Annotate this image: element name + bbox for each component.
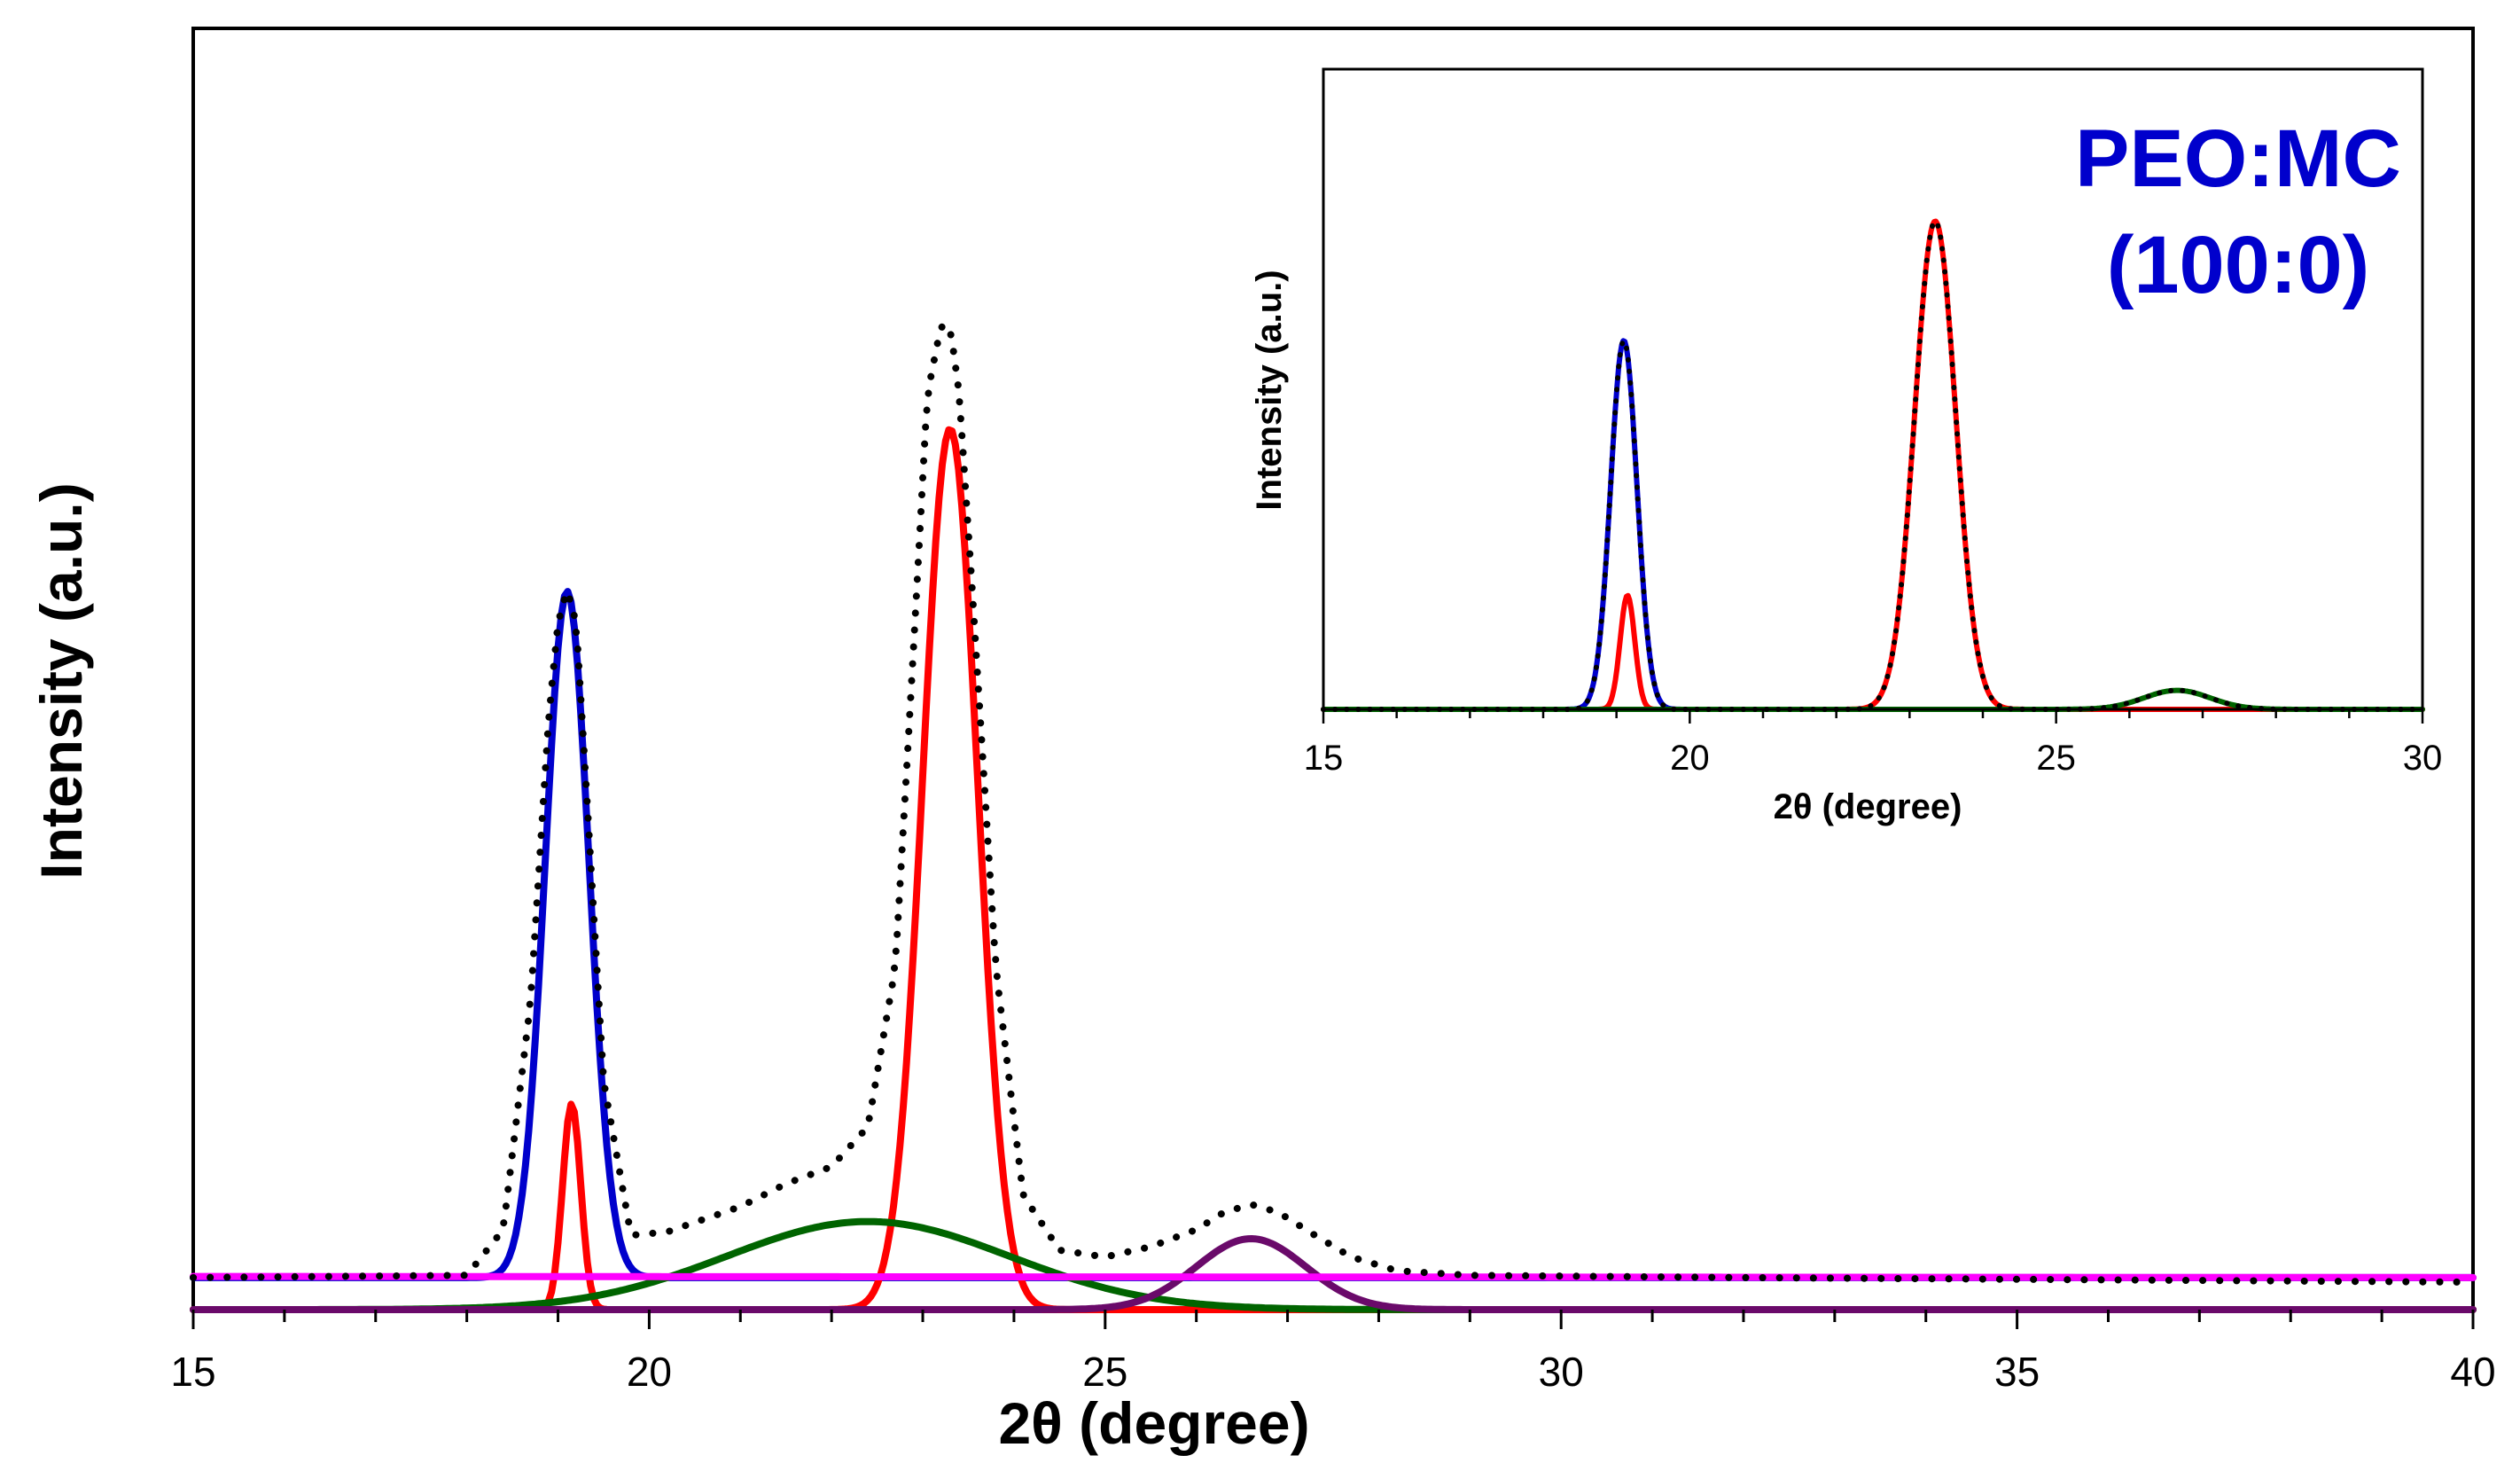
main-y-axis-title: Intensity (a.u.) [28,482,94,879]
main-x-tick-label: 40 [2450,1349,2495,1395]
inset-x-tick-label: 30 [2403,739,2443,778]
sample-label-line-2: (100:0) [2107,220,2370,310]
inset-plot-frame [1322,67,2424,711]
main-x-tick-label: 15 [170,1349,215,1395]
inset-y-axis-title: Intensity (a.u.) [1250,270,1289,510]
inset-background [1323,69,2422,709]
main-x-tick-label: 25 [1082,1349,1127,1395]
inset-x-ticks [1322,709,2424,724]
main-x-tick-label: 30 [1539,1349,1584,1395]
main-x-tick-label: 35 [1994,1349,2040,1395]
sample-label-line-1: PEO:MC [2075,113,2401,204]
main-plot: 15 20 25 30 35 40 2θ (degree) Intensity (a.u.… [28,27,2496,1456]
main-x-tick-label: 20 [627,1349,672,1395]
main-x-ticks [191,1310,2475,1329]
inset-x-axis-title: 2θ (degree) [1774,787,1962,826]
inset-plot: 15 20 25 30 2θ (degree) Intensity (a.u.) PE… [1250,67,2443,826]
main-series-6 [190,1272,2477,1281]
main-x-axis-title: 2θ (degree) [998,1390,1309,1456]
inset-x-tick-label: 25 [2036,739,2076,778]
inset-x-tick-label: 20 [1670,739,1710,778]
main-series-5 [190,1235,2477,1313]
inset-x-tick-label: 15 [1304,739,1344,778]
main-x-tick-labels: 15 20 25 30 35 40 [170,1349,2495,1395]
inset-x-tick-labels: 15 20 25 30 [1304,739,2443,778]
main-series-group [190,322,2477,1313]
